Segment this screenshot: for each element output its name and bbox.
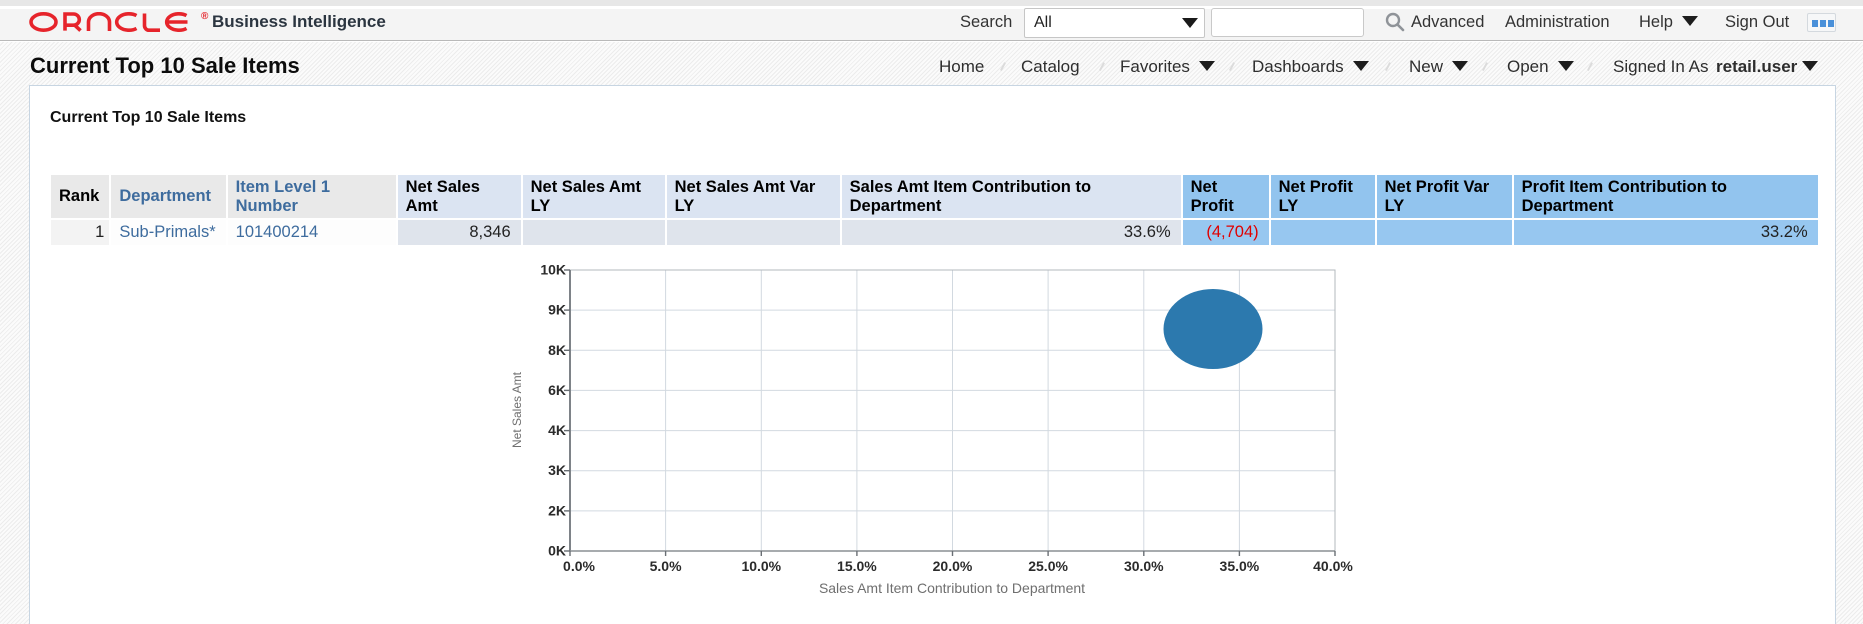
- svg-text:9K: 9K: [548, 302, 566, 318]
- svg-text:10K: 10K: [540, 262, 566, 278]
- svg-text:0.0%: 0.0%: [563, 558, 595, 574]
- svg-text:25.0%: 25.0%: [1028, 558, 1068, 574]
- svg-text:15.0%: 15.0%: [837, 558, 877, 574]
- svg-text:20.0%: 20.0%: [933, 558, 973, 574]
- svg-text:2K: 2K: [548, 502, 566, 518]
- svg-text:4K: 4K: [548, 422, 566, 438]
- svg-text:Net Sales Amt: Net Sales Amt: [510, 371, 524, 448]
- svg-text:6K: 6K: [548, 382, 566, 398]
- svg-text:10.0%: 10.0%: [741, 558, 781, 574]
- svg-text:5.0%: 5.0%: [650, 558, 682, 574]
- svg-text:40.0%: 40.0%: [1313, 558, 1353, 574]
- svg-text:8K: 8K: [548, 342, 566, 358]
- svg-text:35.0%: 35.0%: [1220, 558, 1260, 574]
- svg-text:30.0%: 30.0%: [1124, 558, 1164, 574]
- svg-text:3K: 3K: [548, 462, 566, 478]
- svg-text:Sales Amt Item Contribution to: Sales Amt Item Contribution to Departmen…: [819, 580, 1085, 596]
- svg-text:0K: 0K: [548, 543, 566, 559]
